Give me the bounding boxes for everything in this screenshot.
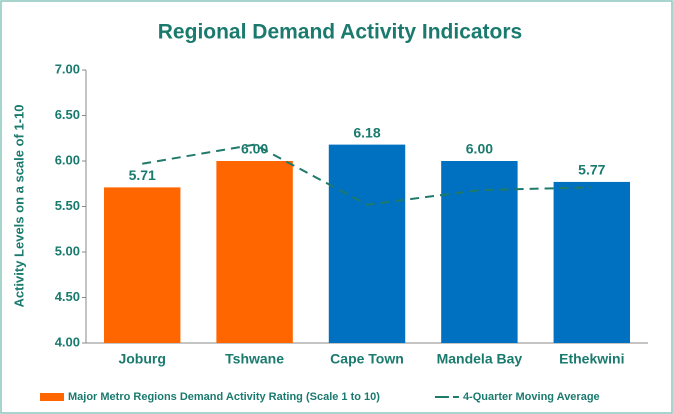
x-tick-label: Mandela Bay <box>437 351 523 367</box>
line-series <box>142 143 592 206</box>
y-tick-label: 4.00 <box>55 334 80 349</box>
x-tick-label: Tshwane <box>225 351 284 367</box>
y-axis-label: Activity Levels on a scale of 1-10 <box>11 104 26 307</box>
bar <box>216 161 293 343</box>
chart-title: Regional Demand Activity Indicators <box>158 21 522 44</box>
data-label: 6.00 <box>466 141 493 157</box>
data-label: 5.71 <box>129 167 156 183</box>
bar <box>103 187 181 343</box>
legend-label: 4-Quarter Moving Average <box>463 391 600 403</box>
bar <box>553 181 631 343</box>
x-tick-label: Ethekwini <box>559 351 624 367</box>
data-label: 5.77 <box>578 162 605 178</box>
legend-label: Major Metro Regions Demand Activity Rati… <box>68 391 380 403</box>
x-tick-label: Joburg <box>118 351 165 367</box>
legend-swatch <box>40 393 64 401</box>
y-tick-label: 5.00 <box>55 243 80 258</box>
data-label: 6.00 <box>241 141 268 157</box>
data-label: 6.18 <box>353 124 380 140</box>
bar <box>328 144 406 343</box>
y-tick-label: 4.50 <box>55 289 80 304</box>
y-tick-label: 6.50 <box>55 107 80 122</box>
bar <box>441 161 518 343</box>
y-tick-label: 5.50 <box>55 198 80 213</box>
y-tick-label: 7.00 <box>55 61 80 76</box>
y-tick-label: 6.00 <box>55 152 80 167</box>
x-tick-label: Cape Town <box>330 351 404 367</box>
